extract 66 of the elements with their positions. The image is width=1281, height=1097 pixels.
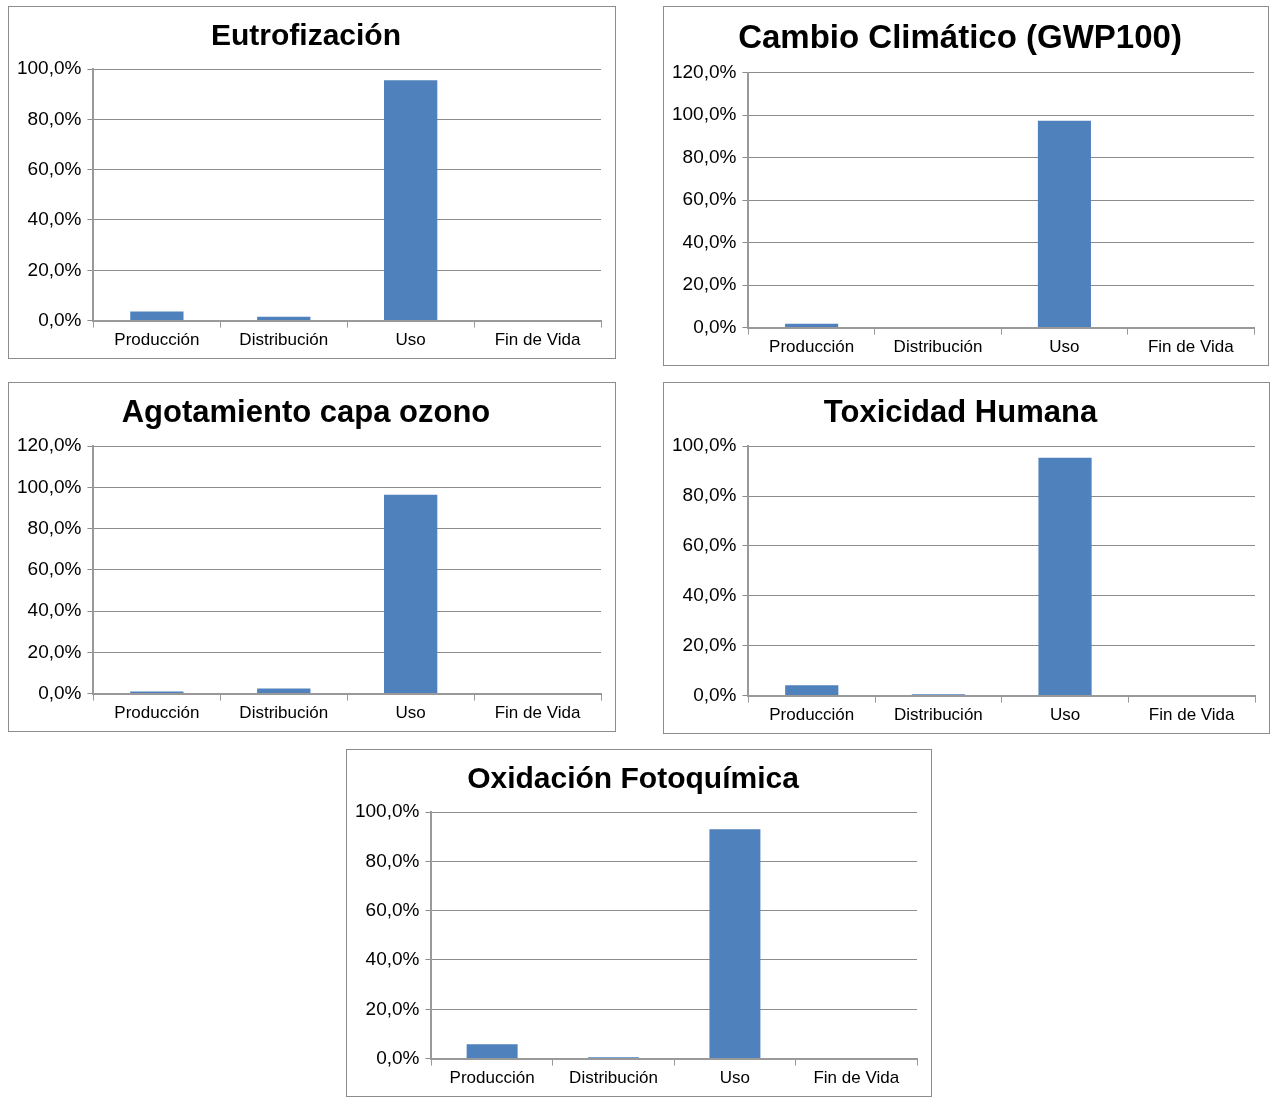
y-tick-label: 60,0% [365, 898, 420, 920]
y-tick-label: 20,0% [27, 258, 82, 280]
x-tick-label: Uso [1049, 337, 1080, 357]
y-tick-label: 0,0% [38, 308, 82, 330]
x-tick-label: Distribución [239, 330, 329, 350]
bar [785, 685, 839, 696]
y-tick-label: 100,0% [671, 434, 737, 456]
y-tick-label: 80,0% [682, 484, 737, 506]
y-tick-label: 100,0% [16, 475, 82, 497]
bar [709, 829, 761, 1059]
x-tick-label: Producción [114, 703, 200, 723]
y-tick-label: 0,0% [38, 681, 82, 703]
y-tick-label: 20,0% [682, 273, 737, 295]
y-tick-label: 100,0% [16, 57, 82, 79]
y-tick-label: 60,0% [682, 534, 737, 556]
chart-title: Toxicidad Humana [823, 394, 1098, 430]
y-tick-label: 100,0% [354, 800, 420, 822]
x-tick-label: Uso [395, 703, 426, 723]
x-tick-label: Distribución [893, 337, 983, 357]
y-tick-label: 80,0% [365, 849, 420, 871]
bar [1038, 457, 1092, 696]
y-tick-label: 60,0% [682, 188, 737, 210]
x-tick-label: Fin de Vida [813, 1068, 900, 1088]
x-tick-label: Producción [114, 330, 200, 350]
bar [384, 494, 438, 694]
bar [257, 316, 311, 321]
chart-title: Agotamiento capa ozono [121, 394, 491, 430]
bar [384, 80, 438, 321]
x-tick-label: Fin de Vida [1148, 705, 1236, 725]
x-tick-label: Uso [1049, 705, 1081, 725]
chart-title: Oxidación Fotoquímica [467, 761, 800, 795]
y-tick-label: 100,0% [671, 103, 737, 125]
y-tick-label: 0,0% [693, 315, 737, 337]
x-tick-label: Uso [395, 330, 426, 350]
x-tick-label: Producción [769, 337, 855, 357]
y-tick-label: 60,0% [27, 157, 82, 179]
x-tick-label: Producción [769, 705, 855, 725]
chart-title: Eutrofización [210, 18, 402, 52]
y-tick-label: 40,0% [27, 208, 82, 230]
y-tick-label: 0,0% [693, 683, 737, 705]
x-tick-label: Distribución [569, 1068, 658, 1088]
y-tick-label: 20,0% [27, 640, 82, 662]
y-tick-label: 80,0% [27, 516, 82, 538]
x-tick-label: Producción [449, 1068, 535, 1088]
x-tick-label: Fin de Vida [494, 330, 581, 350]
chart-title: Cambio Climático (GWP100) [738, 17, 1182, 55]
x-tick-label: Distribución [239, 703, 329, 723]
y-tick-label: 120,0% [16, 434, 82, 456]
bar [257, 688, 311, 694]
y-tick-label: 80,0% [682, 145, 737, 167]
y-tick-label: 0,0% [376, 1046, 420, 1068]
x-tick-label: Uso [719, 1068, 751, 1088]
y-tick-label: 80,0% [27, 107, 82, 129]
y-tick-label: 120,0% [671, 60, 737, 82]
y-tick-label: 40,0% [365, 948, 420, 970]
x-tick-label: Fin de Vida [1147, 337, 1235, 357]
x-tick-label: Distribución [893, 705, 983, 725]
y-tick-label: 20,0% [682, 633, 737, 655]
x-tick-label: Fin de Vida [494, 703, 581, 723]
bar [466, 1044, 518, 1059]
y-tick-label: 40,0% [682, 230, 737, 252]
bar [130, 311, 184, 321]
y-tick-label: 40,0% [682, 584, 737, 606]
y-tick-label: 40,0% [27, 599, 82, 621]
y-tick-label: 60,0% [27, 558, 82, 580]
y-tick-label: 20,0% [365, 997, 420, 1019]
